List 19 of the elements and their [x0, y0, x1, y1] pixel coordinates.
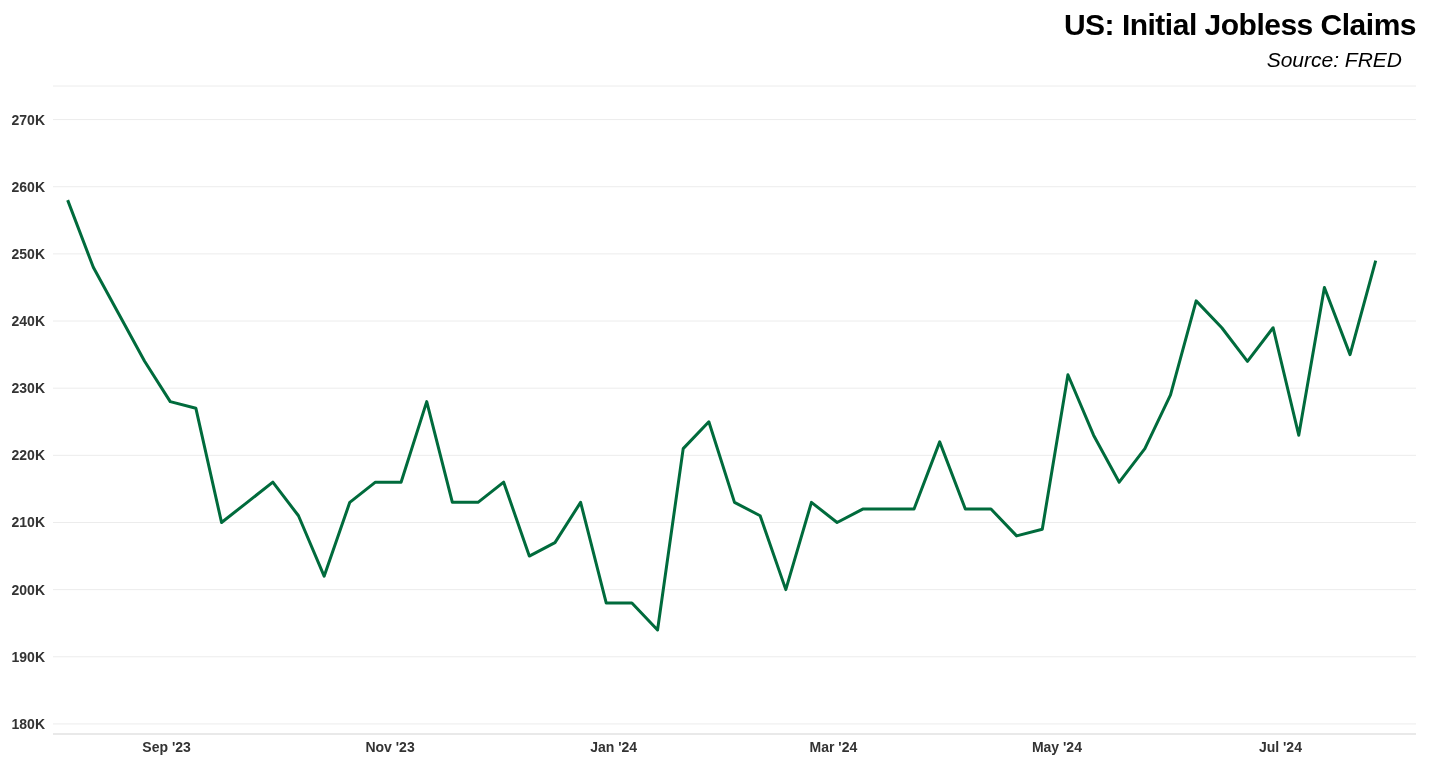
- y-tick-label: 220K: [11, 447, 45, 464]
- y-tick-label: 210K: [11, 514, 45, 531]
- x-tick-label: May '24: [1031, 738, 1083, 755]
- x-tick-label: Mar '24: [809, 738, 858, 755]
- y-tick-label: 250K: [11, 245, 45, 262]
- y-tick-label: 260K: [11, 178, 45, 195]
- line-series: [66, 198, 1378, 632]
- chart-title: US: Initial Jobless Claims: [1062, 8, 1416, 42]
- x-tick-label: Jul '24: [1258, 738, 1303, 755]
- y-tick-label: 200K: [11, 581, 45, 598]
- y-tick-label: 180K: [11, 715, 45, 732]
- y-tick-label: 230K: [11, 380, 45, 397]
- y-tick-label: 270K: [11, 111, 45, 128]
- chart-subtitle: Source: FRED: [1265, 48, 1403, 72]
- x-tick-label: Nov '23: [365, 738, 415, 755]
- x-tick-label: Sep '23: [142, 738, 192, 755]
- y-tick-label: 240K: [11, 313, 45, 329]
- x-tick-label: Jan '24: [590, 738, 638, 755]
- y-tick-label: 190K: [11, 648, 45, 665]
